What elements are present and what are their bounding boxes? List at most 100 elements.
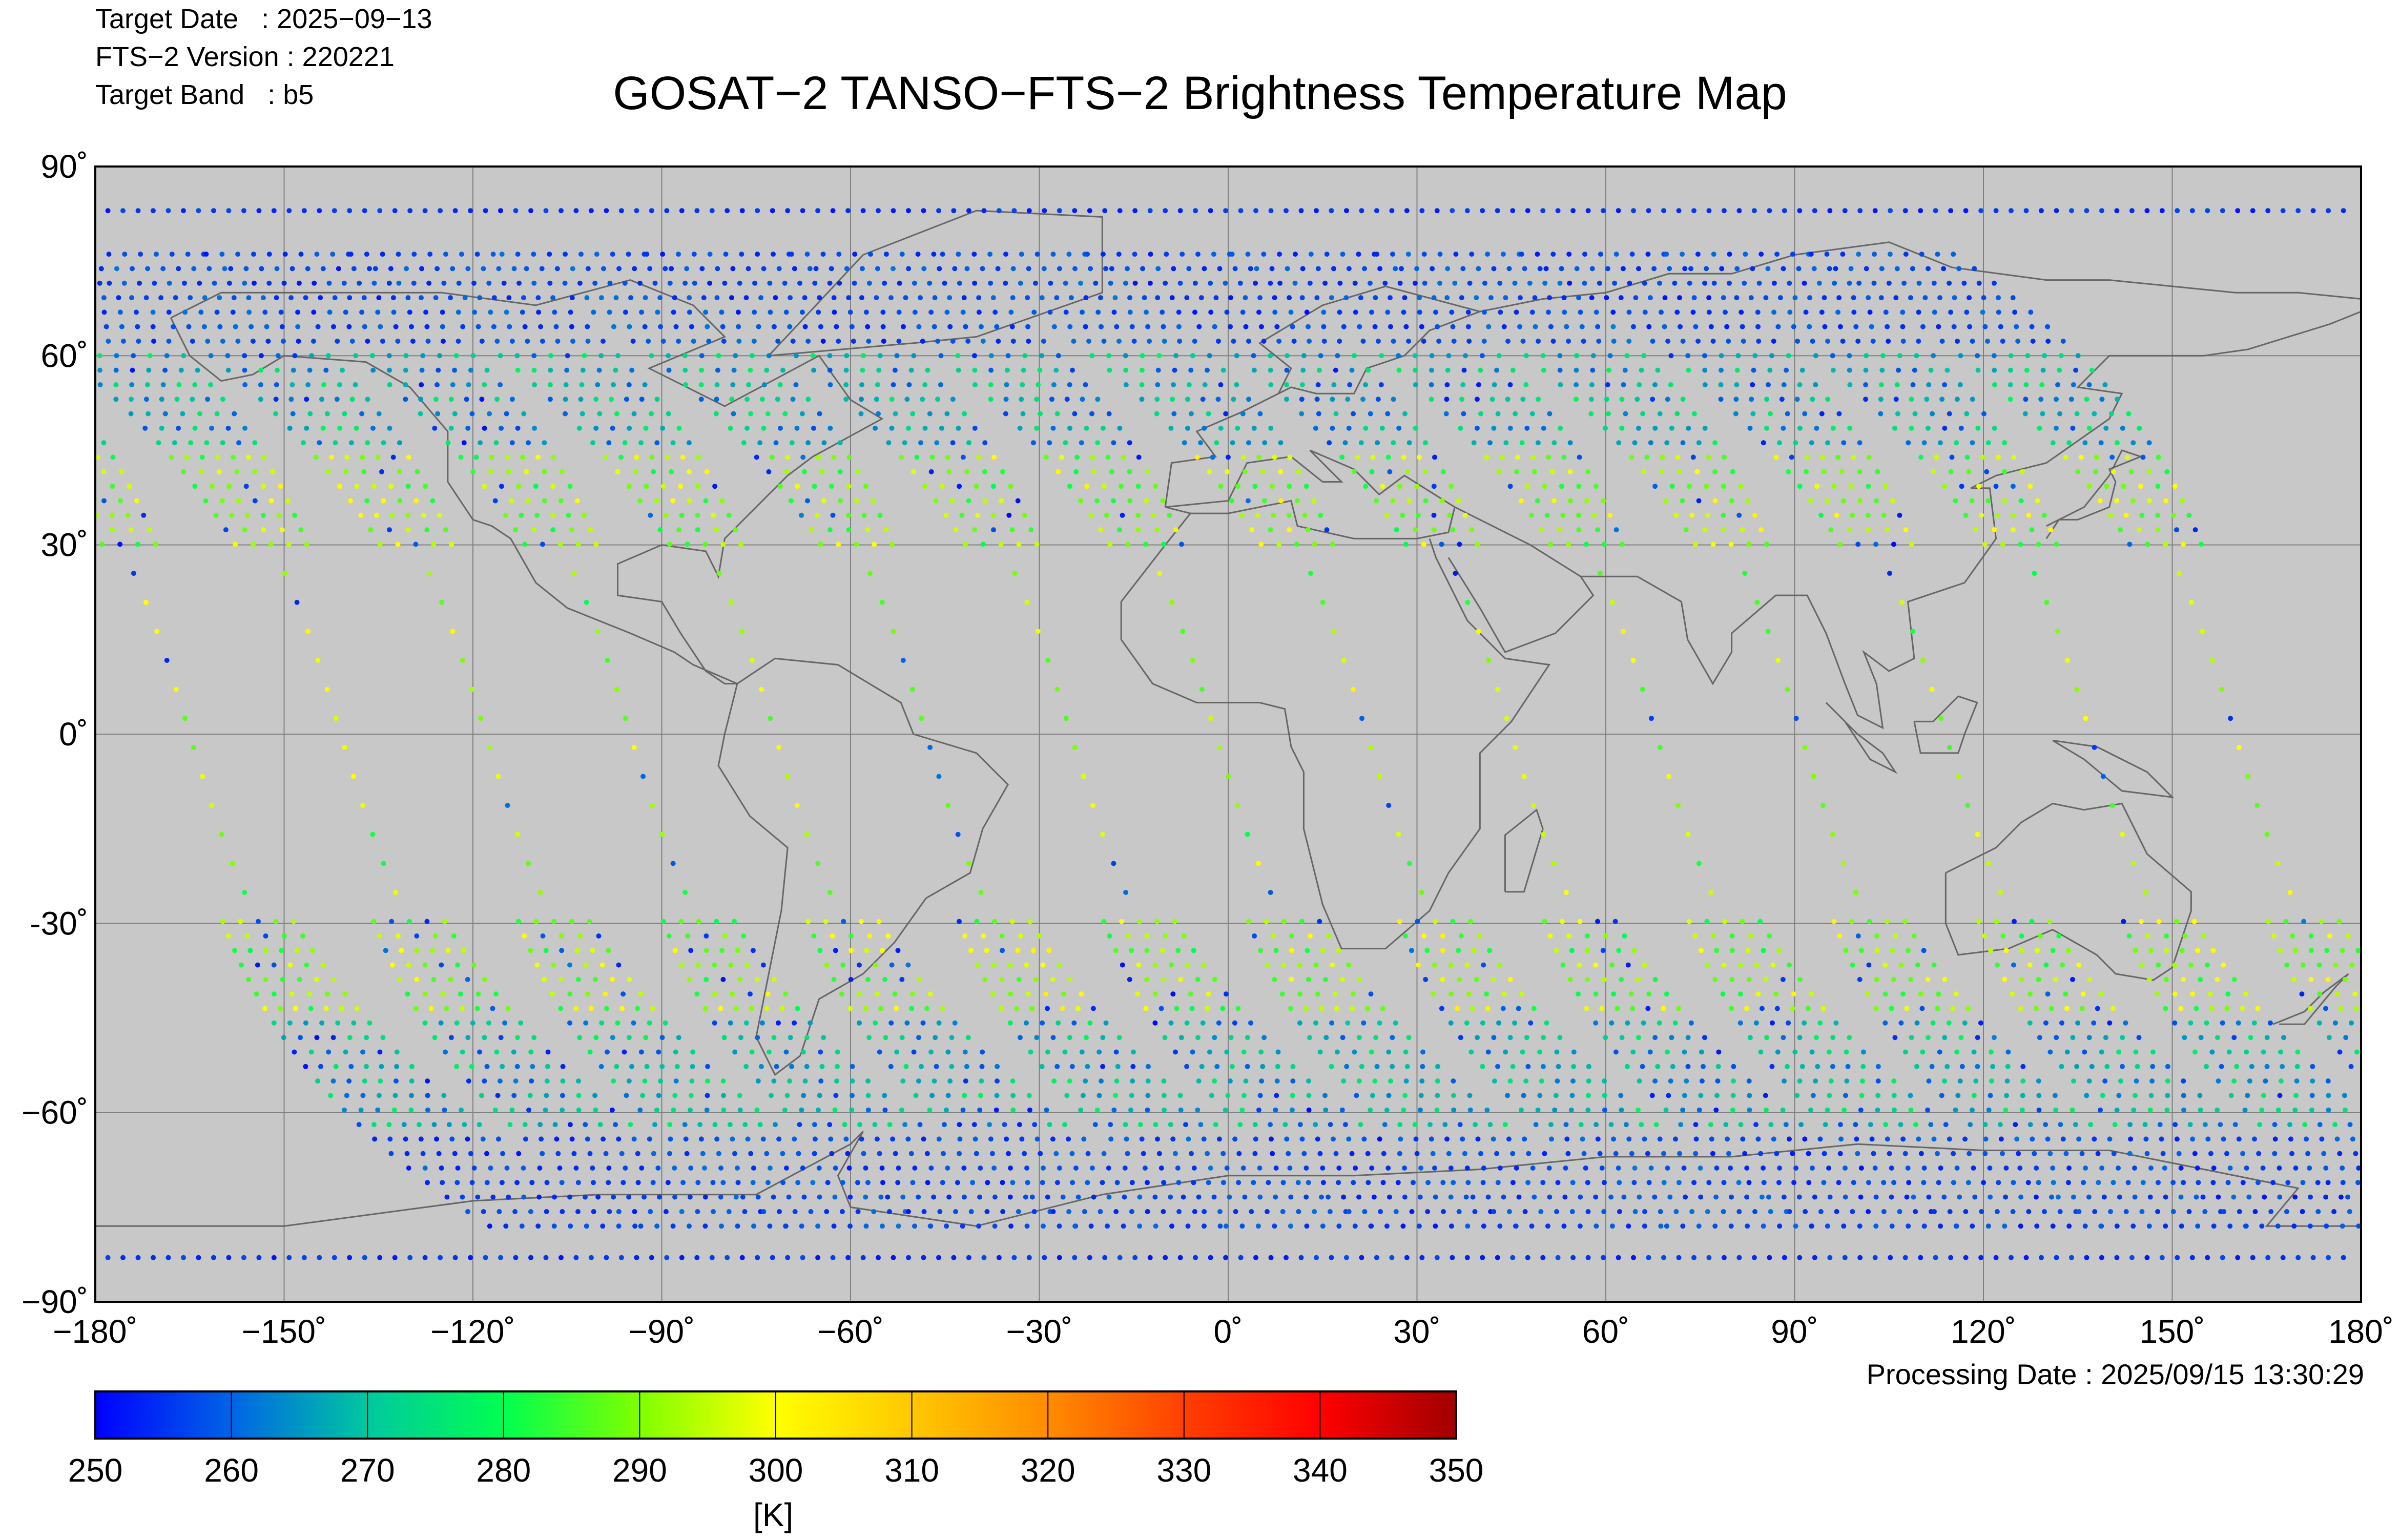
observation-point <box>263 948 268 953</box>
observation-point <box>127 484 132 489</box>
observation-point <box>755 1078 761 1084</box>
observation-point <box>2300 962 2306 968</box>
observation-point <box>610 1035 615 1040</box>
observation-point <box>1520 1049 1525 1055</box>
observation-point <box>2114 208 2120 214</box>
observation-point <box>1975 367 1981 373</box>
observation-point <box>2128 469 2134 474</box>
observation-point <box>1787 1136 1792 1142</box>
observation-point <box>1958 425 1964 431</box>
observation-point <box>135 208 141 214</box>
observation-point <box>198 469 204 474</box>
observation-point <box>1010 266 1016 272</box>
observation-point <box>528 1209 533 1214</box>
observation-point <box>1317 1151 1323 1156</box>
observation-point <box>1961 280 1967 286</box>
observation-point <box>1450 527 1456 533</box>
observation-point <box>2188 962 2194 968</box>
observation-point <box>2147 1107 2153 1113</box>
observation-point <box>450 629 456 634</box>
observation-point <box>767 1049 772 1055</box>
observation-point <box>1540 1064 1546 1069</box>
observation-point <box>883 527 889 533</box>
observation-point <box>1026 1093 1032 1098</box>
observation-point <box>500 1151 506 1156</box>
observation-point <box>2182 933 2188 939</box>
observation-point <box>730 266 736 272</box>
observation-point <box>2139 512 2145 518</box>
observation-point <box>1797 208 1803 214</box>
observation-point <box>859 295 864 301</box>
observation-point <box>1317 919 1322 924</box>
observation-point <box>1413 382 1418 387</box>
observation-point <box>1079 991 1084 997</box>
observation-point <box>2039 208 2044 214</box>
observation-point <box>627 425 632 431</box>
observation-point <box>173 295 178 301</box>
observation-point <box>303 295 308 301</box>
observation-point <box>1094 1107 1100 1113</box>
observation-point <box>614 1064 619 1069</box>
observation-point <box>326 280 332 286</box>
observation-point <box>991 454 997 460</box>
observation-point <box>1290 1064 1296 1069</box>
observation-point <box>1747 425 1753 431</box>
observation-point <box>1243 295 1248 301</box>
observation-point <box>2209 1006 2215 1011</box>
observation-point <box>837 440 843 446</box>
observation-point <box>1874 948 1880 953</box>
observation-point <box>738 542 744 547</box>
observation-point <box>1994 512 2000 518</box>
observation-point <box>1541 831 1546 837</box>
observation-point <box>1003 397 1009 402</box>
observation-point <box>2103 1035 2108 1040</box>
observation-point <box>1135 991 1141 997</box>
observation-point <box>773 295 778 301</box>
observation-point <box>2251 1020 2257 1026</box>
observation-point <box>1471 440 1477 446</box>
observation-point <box>729 295 734 301</box>
observation-point <box>1830 353 1835 359</box>
observation-point <box>1385 309 1391 315</box>
observation-point <box>980 1049 985 1055</box>
observation-point <box>1669 425 1674 431</box>
observation-point <box>1808 498 1813 504</box>
observation-point <box>1216 1136 1222 1142</box>
observation-point <box>642 382 648 387</box>
observation-point <box>1691 1180 1697 1185</box>
observation-point <box>1515 454 1520 460</box>
observation-point <box>712 484 718 489</box>
observation-point <box>2211 1166 2217 1171</box>
observation-point <box>1112 295 1118 301</box>
observation-point <box>571 571 577 576</box>
observation-point <box>475 1194 481 1200</box>
observation-point <box>1782 208 1787 214</box>
observation-point <box>801 1093 806 1098</box>
observation-point <box>1025 991 1031 997</box>
observation-point <box>1457 976 1462 982</box>
observation-point <box>396 252 401 257</box>
observation-point <box>1460 382 1466 387</box>
observation-point <box>1752 353 1758 359</box>
observation-point <box>1794 1093 1800 1098</box>
observation-point <box>580 411 585 417</box>
observation-point <box>1141 1151 1146 1156</box>
observation-point <box>1451 339 1457 344</box>
observation-point <box>1793 1166 1799 1171</box>
observation-point <box>1341 1194 1347 1200</box>
observation-point <box>1937 1049 1942 1055</box>
observation-point <box>1771 1136 1776 1142</box>
observation-point <box>1695 339 1701 344</box>
observation-point <box>1245 252 1251 257</box>
observation-point <box>1657 1020 1662 1026</box>
observation-point <box>1817 1136 1823 1142</box>
observation-point <box>1525 484 1530 489</box>
observation-point <box>759 1020 765 1026</box>
observation-point <box>2315 1209 2321 1214</box>
observation-point <box>2117 1194 2122 1200</box>
observation-point <box>469 686 475 692</box>
observation-point <box>1321 324 1327 329</box>
observation-point <box>492 1107 498 1113</box>
observation-point <box>1386 1049 1392 1055</box>
observation-point <box>220 440 225 446</box>
